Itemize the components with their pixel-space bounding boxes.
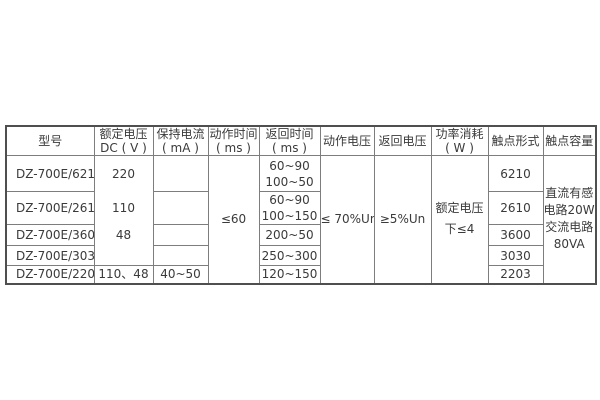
header-text: 保持电流 [156,127,205,141]
rated-voltage-value: 48 [115,227,132,242]
col-header-contact-form: 触点形式 [487,125,544,156]
header-text: 返回时间 [265,127,314,141]
contact-capacity-line: 电路20W， [543,203,595,218]
return-time-line: 100~50 [265,174,314,189]
header-text: 返回电压 [378,134,427,148]
holding-current-cell [152,224,209,246]
contact-form-cell: 2610 [487,191,544,225]
table-row: DZ-700E/2203 110、48 40~50 120~150 2203 [5,265,596,284]
power-consumption-line: 额定电压 [435,201,484,216]
holding-current-cell [152,155,209,192]
contact-form-cell: 2203 [487,265,544,284]
return-voltage-merged-cell: ≥5%Un [373,155,432,284]
col-header-model: 型号 [5,125,95,156]
operate-voltage-merged-cell: ≤ 70%Un [319,155,375,284]
return-time-line: 100~150 [261,209,318,223]
contact-form-cell: 6210 [487,155,544,192]
header-row: 型号 额定电压 DC ( V ) 保持电流 ( mA ) 动作时间 ( ms )… [5,125,597,156]
header-text: 功率消耗 [435,127,484,141]
holding-current-cell [152,245,209,266]
col-header-power-consumption: 功率消耗 ( W ) [430,125,489,156]
return-time-cell: 60~90 100~150 [258,191,321,225]
header-text: 触点形式 [491,134,540,148]
contact-capacity-merged-cell: 直流有感 电路20W， 交流电路 80VA [542,155,597,284]
rated-voltage-cell: 110、48 [93,265,154,284]
holding-current-cell: 40~50 [152,265,209,284]
model-cell: DZ-700E/3600 [5,224,95,246]
return-time-line: 60~90 [269,158,310,173]
return-time-cell: 60~90 100~50 [258,155,321,192]
contact-form-cell: 3600 [487,224,544,246]
return-time-line: 60~90 [269,193,310,207]
model-cell: DZ-700E/2610 [5,191,95,225]
header-text: ( ms ) [272,141,307,155]
holding-current-cell [152,191,209,225]
model-cell: DZ-700E/3030 [5,245,95,266]
rated-voltage-value: 220 [112,166,135,181]
power-consumption-line: 下≤4 [444,222,475,237]
return-time-cell: 250~300 [258,245,321,266]
col-header-operate-voltage: 动作电压 [319,125,375,156]
table-row: DZ-700E/6210 220 110 48 ≤60 60~90 100~50… [5,155,597,284]
col-header-operate-time: 动作时间 ( ms ) [207,125,260,156]
header-text: 型号 [38,134,63,148]
operate-time-merged-cell: ≤60 [207,155,260,284]
col-header-contact-capacity: 触点容量 [542,125,597,156]
col-header-return-time: 返回时间 ( ms ) [258,125,321,156]
rated-voltage-value [95,245,152,264]
power-consumption-merged-cell: 额定电压 下≤4 [430,155,489,284]
spec-table: 型号 额定电压 DC ( V ) 保持电流 ( mA ) 动作时间 ( ms )… [5,125,597,285]
header-text: 动作时间 [209,127,258,141]
header-text: 额定电压 [99,127,148,141]
rated-voltage-value: 110 [112,200,135,215]
header-text: ( ms ) [216,141,251,155]
header-text: 动作电压 [322,134,371,148]
contact-form-cell: 3030 [487,245,544,266]
model-cell: DZ-700E/6210 [5,155,95,192]
return-time-cell: 120~150 [258,265,321,284]
contact-capacity-line: 直流有感 [545,186,594,201]
contact-capacity-line: 80VA [553,237,585,252]
header-text: 触点容量 [545,134,594,148]
contact-capacity-line: 交流电路 [545,220,594,235]
col-header-rated-voltage: 额定电压 DC ( V ) [93,125,154,156]
rated-voltage-stack: 220 110 48 [95,157,152,265]
return-time-cell: 200~50 [258,224,321,246]
col-header-holding-current: 保持电流 ( mA ) [152,125,209,156]
table-row: DZ-700E/3030 250~300 3030 [5,245,596,266]
header-text: ( mA ) [162,141,199,155]
table-row: DZ-700E/3600 200~50 3600 [5,224,596,246]
col-header-return-voltage: 返回电压 [373,125,432,156]
rated-voltage-merged-cell: 220 110 48 [93,155,154,266]
header-text: ( W ) [445,141,474,155]
header-text: DC ( V ) [100,141,147,155]
model-cell: DZ-700E/2203 [5,265,95,284]
